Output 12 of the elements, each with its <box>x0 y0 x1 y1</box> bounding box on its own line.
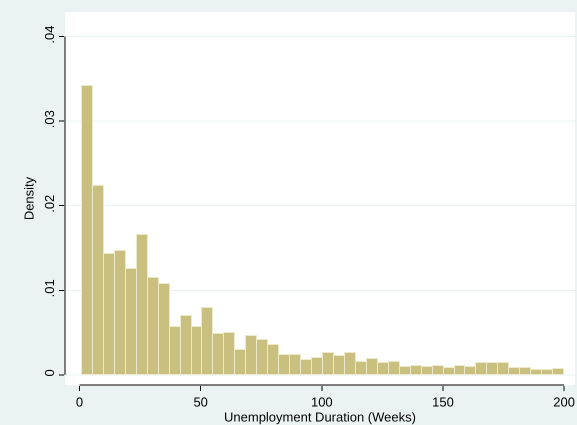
y-tick-label: .04 <box>42 26 57 44</box>
y-tick-label: .02 <box>42 194 57 213</box>
x-tick-label: 100 <box>310 394 333 410</box>
y-tick-label: .03 <box>42 110 57 128</box>
x-axis-title: Unemployment Duration (Weeks) <box>224 410 416 425</box>
y-axis-title: Density <box>22 176 37 220</box>
y-tick-label: .01 <box>42 279 57 298</box>
x-tick-label: 50 <box>193 394 208 410</box>
x-tick-label: 0 <box>76 394 84 410</box>
y-tick-label: 0 <box>42 369 57 377</box>
x-tick-label: 200 <box>553 394 575 410</box>
x-tick-label: 150 <box>432 394 454 410</box>
